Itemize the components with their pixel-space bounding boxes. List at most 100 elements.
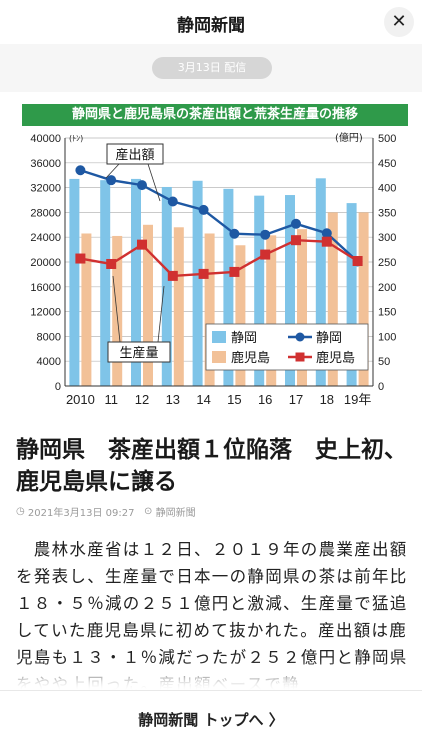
article-datetime: 2021年3月13日 09:27	[27, 508, 135, 519]
right-tick-label: 0	[378, 381, 384, 393]
bar-kagoshima	[173, 227, 184, 386]
line-kagoshima	[80, 238, 359, 278]
left-tick-label: 24000	[30, 232, 61, 244]
right-axis-unit: (億円)	[335, 131, 363, 144]
annotation-leader	[157, 285, 165, 343]
legend-label: 鹿児島	[231, 350, 270, 366]
article-meta: ◷ 2021年3月13日 09:27 ⊙ 静岡新聞	[16, 504, 196, 519]
left-tick-label: 28000	[30, 207, 61, 219]
legend-marker-shizuoka	[295, 332, 305, 342]
left-tick-label: 8000	[37, 331, 61, 343]
category-label: 11	[104, 392, 118, 407]
clock-icon: ◷	[16, 506, 25, 517]
annotation-production: 生産量	[119, 345, 158, 361]
left-tick-label: 36000	[30, 158, 61, 170]
bar-kagoshima	[81, 233, 92, 386]
close-icon[interactable]: ✕	[384, 7, 414, 37]
left-tick-label: 16000	[30, 282, 61, 294]
point-shizuoka	[167, 196, 178, 207]
article-headline: 静岡県 茶産出額１位陥落 史上初、鹿児島県に譲る	[16, 437, 407, 495]
chart: 0400080001200016000200002400028000320003…	[30, 131, 396, 407]
date-pill: 3月13日 配信	[152, 57, 272, 79]
left-tick-label: 20000	[30, 257, 61, 269]
category-label: 18	[320, 392, 334, 407]
point-shizuoka	[291, 218, 301, 229]
category-label: 16	[258, 392, 272, 407]
point-kagoshima	[321, 236, 332, 247]
bar-kagoshima	[143, 224, 153, 386]
right-tick-label: 450	[378, 158, 396, 170]
app-title: 静岡新聞	[177, 16, 245, 36]
point-kagoshima	[291, 235, 301, 246]
annotation-leader	[105, 163, 120, 179]
category-label: 15	[227, 392, 241, 407]
category-label: 12	[135, 392, 149, 407]
right-tick-label: 250	[378, 257, 396, 269]
legend-label: 静岡	[231, 331, 257, 346]
top-bar: 静岡新聞 ✕	[0, 0, 422, 45]
point-shizuoka	[198, 204, 209, 215]
bar-shizuoka	[254, 195, 265, 386]
bar-shizuoka	[100, 180, 111, 386]
left-tick-label: 32000	[30, 183, 61, 195]
point-shizuoka	[260, 229, 271, 240]
point-kagoshima	[106, 258, 117, 269]
point-kagoshima	[352, 256, 363, 267]
legend-marker-kagoshima	[295, 352, 305, 362]
bar-shizuoka	[192, 180, 203, 386]
right-tick-label: 350	[378, 207, 396, 219]
text-fade	[0, 660, 422, 690]
annotation-box	[106, 143, 164, 165]
left-tick-label: 4000	[37, 356, 61, 368]
right-tick-label: 300	[378, 232, 396, 244]
line-shizuoka	[80, 169, 359, 263]
bar-kagoshima	[204, 233, 215, 386]
left-tick-label: 12000	[30, 307, 61, 319]
bar-kagoshima	[235, 245, 246, 386]
point-shizuoka	[75, 165, 86, 176]
left-tick-label: 0	[55, 381, 61, 393]
chart-title: 静岡県と鹿児島県の茶産出額と荒茶生産量の推移	[22, 104, 408, 126]
point-kagoshima	[137, 239, 147, 250]
right-tick-label: 100	[378, 331, 396, 343]
legend-label: 鹿児島	[316, 350, 355, 366]
bar-kagoshima	[266, 235, 277, 386]
point-kagoshima	[260, 249, 271, 260]
bar-shizuoka	[223, 188, 234, 386]
right-tick-label: 150	[378, 307, 396, 319]
bar-shizuoka	[346, 203, 357, 386]
point-kagoshima	[198, 268, 209, 279]
bar-kagoshima	[327, 212, 338, 386]
bar-shizuoka	[69, 178, 80, 386]
legend-swatch-shizuoka-bar	[212, 331, 226, 343]
right-tick-label: 200	[378, 282, 396, 294]
top-page-link[interactable]: 静岡新聞 トップへ 〉	[138, 711, 284, 729]
date-bar: 3月13日 配信	[0, 44, 422, 92]
point-shizuoka	[137, 180, 147, 191]
point-shizuoka	[321, 228, 332, 239]
legend-swatch-kagoshima-bar	[212, 351, 226, 363]
camera-icon: ⊙	[137, 506, 153, 517]
category-label: 2010	[66, 392, 95, 407]
annotation-leader	[147, 163, 161, 202]
annotation-revenue: 産出額	[115, 147, 154, 163]
point-shizuoka	[229, 228, 240, 239]
category-label: 17	[289, 392, 303, 407]
category-label: 14	[196, 392, 210, 407]
right-tick-label: 400	[378, 183, 396, 195]
point-kagoshima	[75, 253, 86, 264]
footer: 静岡新聞 トップへ 〉	[0, 690, 422, 751]
right-tick-label: 50	[378, 356, 390, 368]
bar-kagoshima	[297, 229, 307, 386]
category-label: 13	[166, 392, 180, 407]
bar-shizuoka	[315, 178, 326, 386]
point-shizuoka	[106, 175, 117, 186]
left-tick-label: 40000	[30, 133, 61, 145]
category-label: 19年	[344, 392, 371, 407]
point-kagoshima	[167, 270, 178, 281]
bar-kagoshima	[358, 212, 369, 386]
bar-shizuoka	[131, 178, 141, 386]
article-source: 静岡新聞	[155, 508, 196, 519]
legend-box	[205, 323, 369, 371]
legend-label: 静岡	[316, 331, 342, 346]
